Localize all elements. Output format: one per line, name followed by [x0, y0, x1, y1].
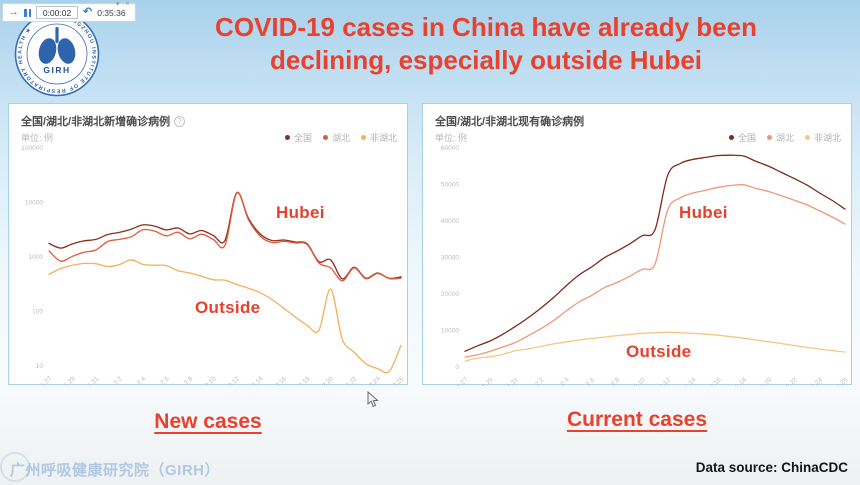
play-icon[interactable]: →	[8, 6, 19, 18]
svg-text:2.20: 2.20	[321, 375, 335, 386]
recorder-toolbar: → 0:00:02 ↶ 0:35:36	[2, 3, 136, 22]
pause-icon[interactable]	[24, 8, 31, 17]
chart-title-new-cases: 全国/湖北/非湖北新增确诊病例 ?	[21, 113, 186, 129]
svg-text:2.8: 2.8	[610, 376, 622, 386]
svg-text:2.24: 2.24	[368, 375, 382, 386]
svg-text:2.2: 2.2	[112, 375, 124, 386]
svg-text:2.24: 2.24	[810, 376, 824, 386]
annotation-outside: Outside	[195, 298, 261, 317]
slide-title-line2: declining, especially outside Hubei	[270, 45, 702, 75]
legend-dot	[728, 135, 734, 140]
svg-text:2.10: 2.10	[633, 376, 647, 386]
svg-text:2.16: 2.16	[274, 375, 288, 386]
chart-title-text: 全国/湖北/非湖北现有确诊病例	[435, 116, 585, 128]
legend-item-national[interactable]: 全国	[284, 131, 312, 144]
mouse-cursor	[367, 391, 379, 408]
undo-icon[interactable]: ↶	[83, 6, 93, 18]
svg-text:1000: 1000	[29, 254, 44, 261]
svg-text:2.6: 2.6	[585, 376, 597, 386]
watermark-text: 广州呼吸健康研究院（GIRH）	[10, 462, 221, 479]
svg-text:100000: 100000	[21, 145, 43, 152]
svg-text:2.18: 2.18	[298, 375, 312, 386]
svg-text:10000: 10000	[25, 200, 43, 207]
logo-inner-ring	[26, 23, 88, 85]
svg-text:30000: 30000	[441, 255, 459, 262]
svg-text:2.16: 2.16	[709, 376, 723, 386]
chart-title-text: 全国/湖北/非湖北新增确诊病例	[21, 116, 171, 128]
slide-title: COVID-19 cases in China have already bee…	[120, 11, 852, 77]
info-icon[interactable]: ?	[174, 115, 186, 127]
slide-title-line1: COVID-19 cases in China have already bee…	[215, 12, 757, 42]
legend-dot	[766, 135, 772, 140]
caption-current-cases: Current cases	[566, 408, 708, 431]
unit-label: 单位: 例	[21, 133, 54, 143]
svg-text:2.6: 2.6	[159, 375, 171, 386]
legend-item-hubei[interactable]: 湖北	[766, 131, 794, 144]
svg-text:2.12: 2.12	[658, 376, 672, 386]
recorder-menu-icon[interactable]: ▾ ×	[116, 1, 132, 8]
svg-text:1.27: 1.27	[40, 375, 54, 386]
legend-item-national[interactable]: 全国	[728, 131, 756, 144]
chart-panel-current-cases: 全国/湖北/非湖北现有确诊病例 单位: 例 全国 湖北 非湖北 60000 500…	[422, 103, 852, 386]
svg-text:2.4: 2.4	[559, 376, 571, 386]
annotation-hubei: Hubei	[679, 203, 728, 222]
caption-new-cases: New cases	[154, 410, 262, 433]
legend-dot	[284, 135, 290, 140]
svg-text:2.22: 2.22	[345, 375, 359, 386]
legend-item-hubei[interactable]: 湖北	[322, 131, 350, 144]
svg-text:2.10: 2.10	[204, 375, 218, 386]
svg-text:0: 0	[455, 364, 459, 371]
legend: 全国 湖北 非湖北	[284, 131, 397, 144]
svg-text:40000: 40000	[441, 218, 459, 225]
svg-text:100: 100	[32, 309, 43, 316]
unit-label: 单位: 例	[435, 133, 468, 143]
svg-text:2.14: 2.14	[251, 375, 265, 386]
svg-text:10000: 10000	[441, 328, 459, 335]
svg-text:60000: 60000	[441, 145, 459, 152]
svg-text:2.26: 2.26	[392, 375, 406, 386]
legend-dot	[804, 135, 810, 140]
svg-text:20000: 20000	[441, 291, 459, 298]
chart-title-current-cases: 全国/湖北/非湖北现有确诊病例	[435, 113, 584, 129]
svg-text:1.27: 1.27	[456, 376, 470, 386]
svg-text:1.31: 1.31	[506, 376, 520, 386]
svg-text:10: 10	[36, 363, 44, 370]
logo-abbr-text: GIRH	[43, 65, 70, 75]
svg-text:50000: 50000	[441, 182, 459, 189]
recorder-total-time: 0:35:36	[97, 7, 126, 18]
svg-text:2.2: 2.2	[534, 376, 546, 386]
logo-outer-ring	[14, 11, 100, 97]
svg-text:2.8: 2.8	[183, 375, 195, 386]
girh-logo: GUANGZHOU INSTITUTE OF RESPIRATORY HEALT…	[14, 11, 100, 97]
svg-text:1.31: 1.31	[86, 375, 100, 386]
annotation-hubei: Hubei	[276, 203, 325, 222]
watermark-logo-ghost	[0, 452, 30, 482]
svg-text:2.12: 2.12	[227, 375, 241, 386]
svg-text:2.4: 2.4	[136, 375, 148, 386]
lungs-icon	[38, 27, 76, 64]
recorder-time-input[interactable]: 0:00:02	[36, 6, 78, 19]
svg-text:2.14: 2.14	[684, 376, 698, 386]
svg-text:1.29: 1.29	[481, 376, 495, 386]
svg-text:2.26: 2.26	[836, 376, 850, 386]
legend-item-non-hubei[interactable]: 非湖北	[804, 131, 841, 144]
line-chart-current-cases: 60000 50000 40000 30000 20000 10000 0 1.27 1.29 1…	[441, 145, 850, 386]
legend-item-non-hubei[interactable]: 非湖北	[360, 131, 397, 144]
legend-dot	[360, 135, 366, 140]
svg-text:1.29: 1.29	[63, 375, 77, 386]
legend-dot	[322, 135, 328, 140]
svg-text:2.18: 2.18	[734, 376, 748, 386]
annotation-outside: Outside	[626, 342, 692, 361]
svg-text:2.20: 2.20	[760, 376, 774, 386]
svg-text:2.22: 2.22	[785, 376, 799, 386]
chart-panel-new-cases: 全国/湖北/非湖北新增确诊病例 ? 单位: 例 全国 湖北 非湖北 100000…	[8, 103, 408, 386]
data-source-text: Data source: ChinaCDC	[695, 460, 848, 475]
legend: 全国 湖北 非湖北	[728, 131, 841, 144]
line-chart-new-cases: 100000 10000 1000 100 10 1.27 1.29 1.31 2.2 2.4 2.…	[21, 145, 406, 386]
